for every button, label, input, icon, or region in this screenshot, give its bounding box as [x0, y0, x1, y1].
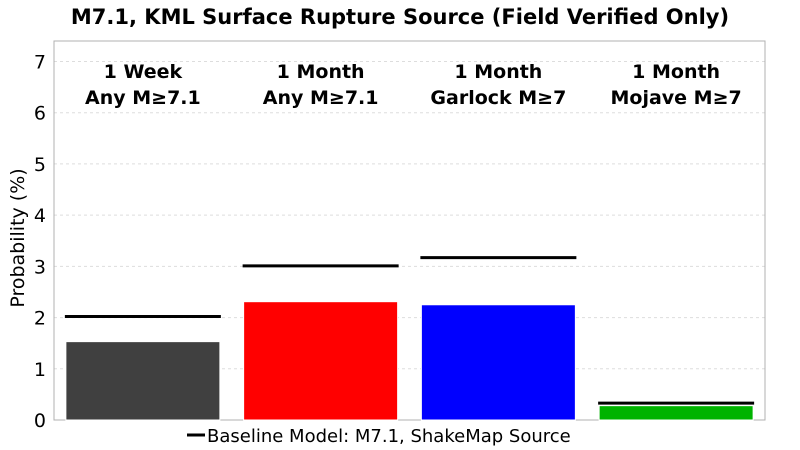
- category-labels-group: 1 Week Any M≥7.1 1 Month Any M≥7.1 1 Month Ga…: [85, 61, 742, 109]
- bars-group: [65, 301, 754, 421]
- category-label-line1: 1 Week: [104, 61, 183, 83]
- category-label-line2: Any M≥7.1: [263, 87, 379, 109]
- category-label-line1: 1 Month: [454, 61, 542, 83]
- plot-area-frame: [53, 40, 766, 421]
- category-label-line2: Garlock M≥7: [430, 87, 566, 109]
- legend: Baseline Model: M7.1, ShakeMap Source: [187, 426, 571, 447]
- bar: [598, 405, 754, 421]
- bar: [420, 304, 576, 421]
- y-tick-label: 4: [34, 205, 46, 227]
- category-label-line2: Any M≥7.1: [85, 87, 201, 109]
- y-tick-label: 2: [34, 308, 46, 330]
- y-tick-label: 1: [34, 359, 46, 381]
- y-tick-label: 0: [34, 410, 46, 432]
- y-tick-label: 6: [34, 103, 46, 125]
- category-label-line1: 1 Month: [277, 61, 365, 83]
- y-axis-label: Probability (%): [7, 168, 29, 307]
- y-tick-label: 7: [34, 51, 46, 73]
- grid-lines: [54, 60, 765, 370]
- category-label-line2: Mojave M≥7: [611, 87, 742, 109]
- chart-title: M7.1, KML Surface Rupture Source (Field …: [71, 5, 729, 29]
- y-tick-label: 5: [34, 154, 46, 176]
- bar: [243, 301, 399, 421]
- bar: [65, 341, 221, 421]
- baseline-markers-group: [64, 256, 755, 405]
- y-tick-label: 3: [34, 256, 46, 278]
- legend-label: Baseline Model: M7.1, ShakeMap Source: [207, 426, 571, 447]
- y-ticks-group: 0 1 2 3 4 5 6 7: [34, 51, 46, 432]
- category-label-line1: 1 Month: [632, 61, 720, 83]
